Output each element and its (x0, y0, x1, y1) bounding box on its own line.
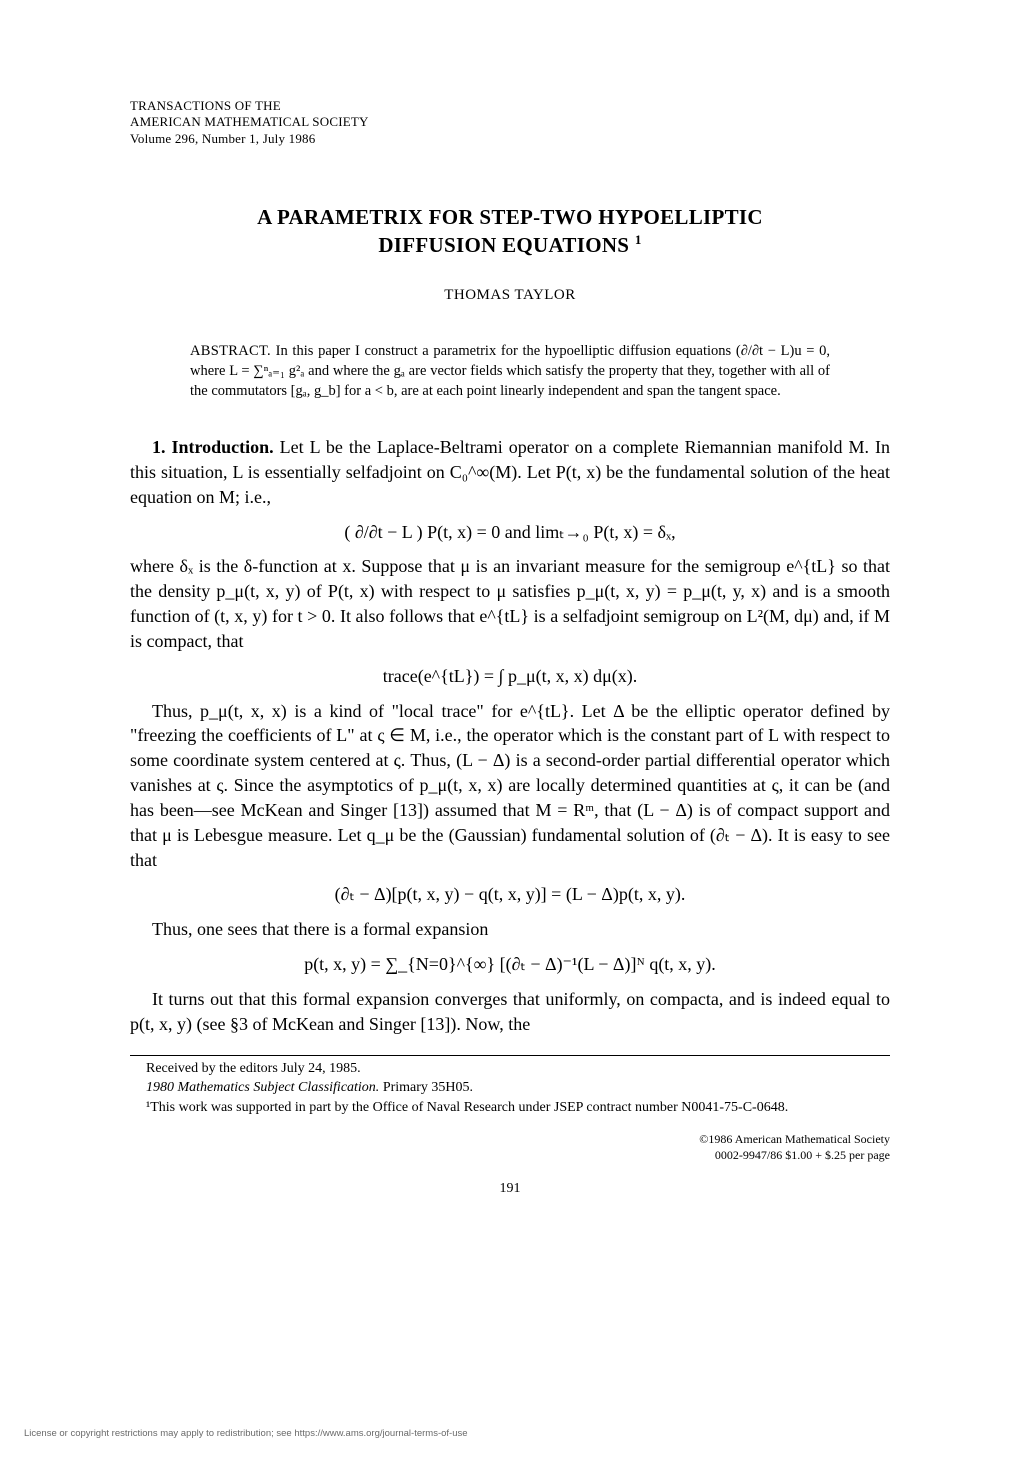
body-text: 1. Introduction. Let L be the Laplace-Be… (130, 435, 890, 1036)
title-footmark: 1 (635, 232, 642, 247)
journal-line-3: Volume 296, Number 1, July 1986 (130, 131, 890, 147)
paragraph-2: where δₓ is the δ-function at x. Suppose… (130, 554, 890, 653)
title-line-1: A PARAMETRIX FOR STEP-TWO HYPOELLIPTIC (257, 205, 763, 229)
equation-2: trace(e^{tL}) = ∫ p_μ(t, x, x) dμ(x). (130, 664, 890, 689)
journal-line-2: AMERICAN MATHEMATICAL SOCIETY (130, 114, 890, 130)
abstract: ABSTRACT. In this paper I construct a pa… (190, 342, 830, 401)
paragraph-1: 1. Introduction. Let L be the Laplace-Be… (130, 435, 890, 509)
copyright: ©1986 American Mathematical Society 0002… (130, 1132, 890, 1163)
footnote-1: ¹This work was supported in part by the … (130, 1099, 890, 1118)
author: THOMAS TAYLOR (130, 287, 890, 304)
journal-line-1: TRANSACTIONS OF THE (130, 98, 890, 114)
paper-title: A PARAMETRIX FOR STEP-TWO HYPOELLIPTIC D… (130, 203, 890, 260)
footnote-received: Received by the editors July 24, 1985. (130, 1060, 890, 1079)
abstract-label: ABSTRACT. (190, 343, 271, 359)
journal-header: TRANSACTIONS OF THE AMERICAN MATHEMATICA… (130, 98, 890, 147)
equation-1: ( ∂/∂t − L ) P(t, x) = 0 and limₜ→₀ P(t,… (130, 520, 890, 545)
copyright-line-2: 0002-9947/86 $1.00 + $.25 per page (130, 1148, 890, 1164)
page-container: TRANSACTIONS OF THE AMERICAN MATHEMATICA… (0, 0, 1020, 1237)
page-number: 191 (130, 1181, 890, 1197)
equation-3: (∂ₜ − Δ)[p(t, x, y) − q(t, x, y)] = (L −… (130, 882, 890, 907)
paragraph-4: Thus, one sees that there is a formal ex… (130, 917, 890, 942)
footnote-msc: 1980 Mathematics Subject Classification.… (130, 1079, 890, 1098)
license-notice: License or copyright restrictions may ap… (24, 1428, 468, 1439)
title-line-2: DIFFUSION EQUATIONS (378, 233, 629, 257)
footnote-msc-value: Primary 35H05. (379, 1080, 473, 1095)
paragraph-5: It turns out that this formal expansion … (130, 987, 890, 1037)
section-heading: 1. Introduction. (152, 437, 274, 457)
footnote-msc-label: 1980 Mathematics Subject Classification. (146, 1080, 379, 1095)
footnotes: Received by the editors July 24, 1985. 1… (130, 1055, 890, 1119)
copyright-line-1: ©1986 American Mathematical Society (130, 1132, 890, 1148)
equation-4: p(t, x, y) = ∑_{N=0}^{∞} [(∂ₜ − Δ)⁻¹(L −… (130, 952, 890, 977)
paragraph-3: Thus, p_μ(t, x, x) is a kind of "local t… (130, 699, 890, 873)
abstract-text: In this paper I construct a parametrix f… (190, 343, 830, 398)
